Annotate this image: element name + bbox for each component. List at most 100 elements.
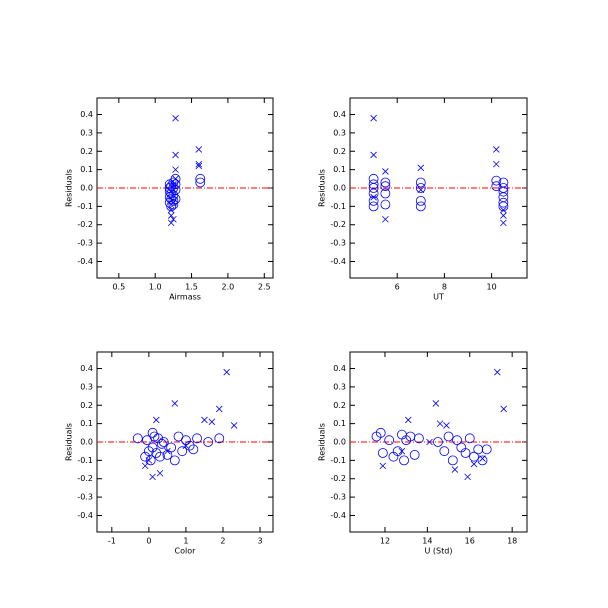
y-tick-label: -0.2 [77, 474, 93, 483]
x-axis-label: Airmass [169, 293, 201, 302]
point [417, 164, 425, 172]
point [384, 435, 395, 446]
y-tick-label: -0.4 [77, 257, 93, 266]
point [500, 212, 507, 219]
point [377, 448, 388, 458]
point [405, 416, 412, 424]
point [426, 438, 433, 446]
x-tick-label: 0 [146, 537, 151, 546]
point [432, 400, 440, 407]
point [433, 437, 443, 447]
point [415, 195, 426, 206]
point [195, 162, 203, 170]
point [172, 151, 179, 159]
point [145, 455, 156, 466]
point [223, 368, 230, 376]
point [170, 199, 177, 206]
point [382, 215, 389, 223]
point [141, 462, 149, 470]
point [382, 168, 389, 175]
y-tick-label: 0.1 [80, 419, 93, 428]
point [195, 177, 206, 188]
point [230, 422, 238, 429]
x-tick-label: 6 [395, 283, 400, 292]
point [156, 438, 167, 449]
point [409, 449, 420, 460]
y-tick-label: -0.4 [330, 257, 346, 266]
y-axis-label: Residuals [318, 423, 327, 461]
x-tick-label: -1 [108, 537, 116, 546]
point [168, 199, 179, 210]
y-tick-label: -0.3 [330, 493, 346, 502]
point [208, 418, 216, 426]
y-tick-label: -0.2 [77, 220, 93, 229]
y-tick-label: 0.1 [333, 419, 346, 428]
point [380, 199, 391, 210]
y-tick-label: 0.2 [333, 401, 346, 410]
y-axis-label: Residuals [65, 423, 74, 461]
point [149, 473, 156, 481]
x-axis-label: Color [175, 547, 197, 556]
y-tick-label: 0.3 [80, 382, 93, 391]
y-axis-label: Residuals [318, 169, 327, 207]
point [443, 431, 454, 442]
point [153, 433, 164, 444]
point [168, 195, 179, 206]
point [203, 437, 214, 447]
point [464, 433, 475, 444]
point [164, 186, 175, 197]
point [164, 447, 171, 455]
point [166, 201, 177, 212]
point [375, 427, 386, 438]
point [368, 173, 379, 184]
x-tick-label: 18 [507, 537, 517, 546]
point [169, 455, 180, 466]
point [460, 448, 471, 458]
point [417, 186, 425, 194]
point [140, 451, 151, 462]
x-tick-label: 14 [422, 537, 432, 546]
point [464, 473, 471, 481]
point [153, 416, 160, 424]
point [370, 193, 377, 201]
point [155, 451, 165, 462]
y-tick-label: 0.2 [80, 147, 93, 156]
point [145, 457, 153, 464]
point [195, 173, 206, 184]
point [192, 433, 202, 444]
x-tick-label: 2.0 [222, 283, 235, 292]
point [156, 469, 164, 477]
point [158, 437, 169, 447]
point [170, 179, 181, 190]
y-tick-label: -0.2 [330, 474, 346, 483]
x-tick-label: 1.0 [149, 283, 162, 292]
y-tick-label: 0.0 [333, 184, 346, 193]
x-tick-label: 8 [442, 283, 447, 292]
point [479, 455, 486, 462]
point [415, 201, 426, 212]
point [181, 435, 191, 446]
x-tick-label: 0.5 [112, 283, 125, 292]
point [498, 186, 509, 197]
point [215, 405, 223, 413]
point [188, 444, 199, 455]
point [451, 466, 459, 473]
point [170, 215, 177, 223]
x-tick-label: 16 [465, 537, 475, 546]
y-tick-label: 0.1 [333, 165, 346, 174]
y-tick-label: 0.0 [80, 438, 93, 447]
point [477, 455, 488, 466]
point [469, 451, 479, 462]
point [379, 462, 387, 470]
point [195, 146, 203, 153]
point [172, 175, 179, 183]
point [214, 433, 225, 444]
x-tick-label: 1 [183, 537, 188, 546]
point [473, 444, 484, 455]
point [470, 460, 478, 468]
x-tick-label: 2.5 [258, 283, 271, 292]
y-tick-label: 0.3 [333, 382, 346, 391]
point [147, 442, 158, 453]
point [368, 188, 379, 199]
x-tick-label: 12 [380, 537, 390, 546]
